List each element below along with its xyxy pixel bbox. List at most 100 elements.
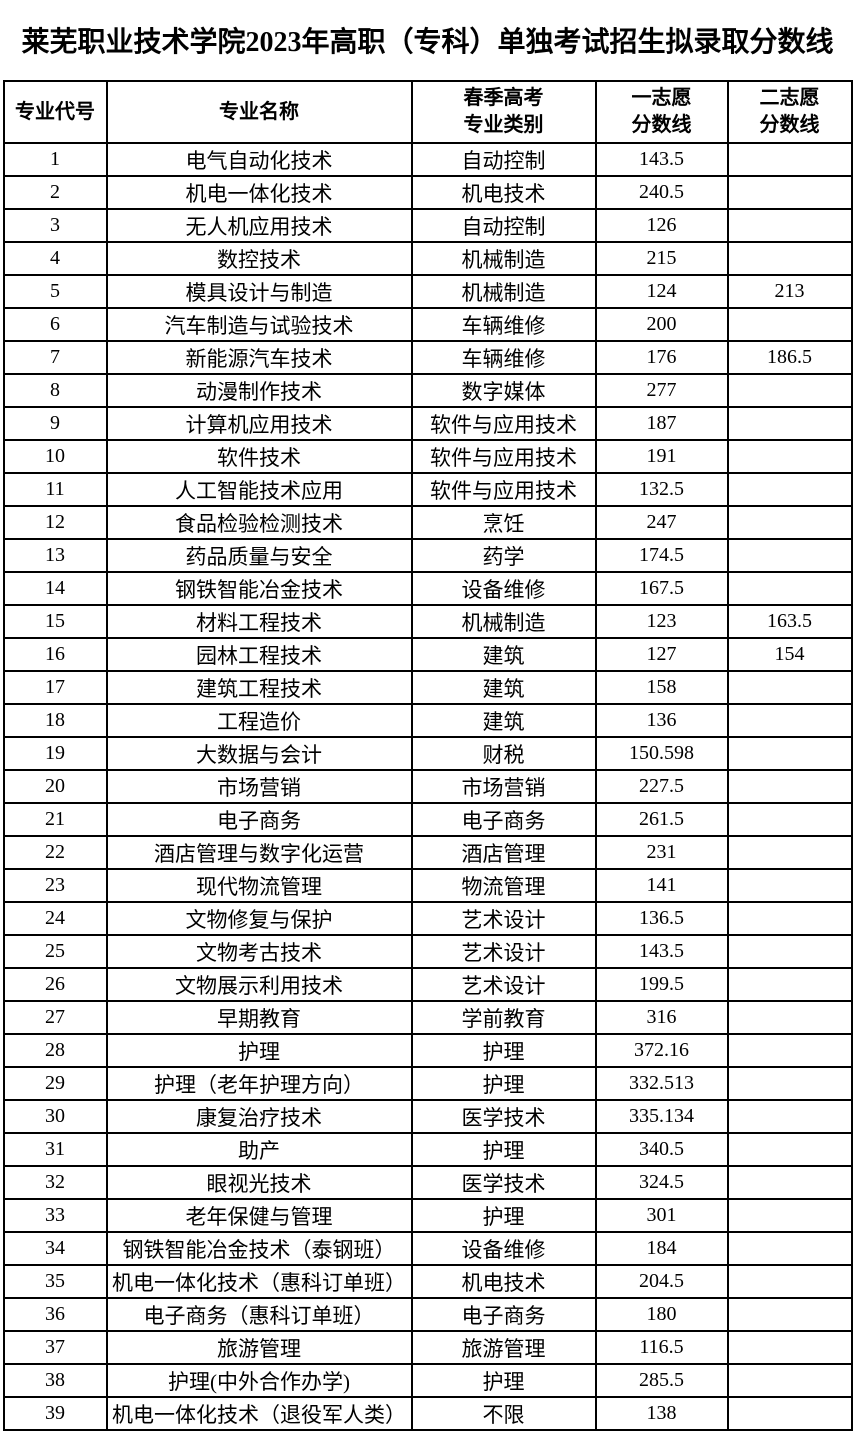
cell-major-name: 软件技术 bbox=[105, 439, 413, 474]
cell-second-choice-score bbox=[726, 1132, 853, 1167]
cell-major-name: 药品质量与安全 bbox=[105, 538, 413, 573]
cell-major-name: 新能源汽车技术 bbox=[105, 340, 413, 375]
cell-exam-category: 电子商务 bbox=[410, 1297, 597, 1332]
cell-exam-category: 软件与应用技术 bbox=[410, 472, 597, 507]
table-row: 35 机电一体化技术（惠科订单班） 机电技术 204.5 bbox=[2, 1264, 853, 1299]
cell-major-code: 35 bbox=[2, 1264, 108, 1299]
cell-exam-category: 护理 bbox=[410, 1132, 597, 1167]
cell-second-choice-score bbox=[726, 934, 853, 969]
table-row: 37 旅游管理 旅游管理 116.5 bbox=[2, 1330, 853, 1365]
cell-first-choice-score: 138 bbox=[594, 1396, 729, 1431]
cell-major-code: 20 bbox=[2, 769, 108, 804]
cell-second-choice-score bbox=[726, 1297, 853, 1332]
cell-exam-category: 机电技术 bbox=[410, 1264, 597, 1299]
table-row: 14 钢铁智能冶金技术 设备维修 167.5 bbox=[2, 571, 853, 606]
cell-first-choice-score: 187 bbox=[594, 406, 729, 441]
cell-exam-category: 医学技术 bbox=[410, 1099, 597, 1134]
table-row: 19 大数据与会计 财税 150.598 bbox=[2, 736, 853, 771]
table-row: 18 工程造价 建筑 136 bbox=[2, 703, 853, 738]
cell-major-name: 机电一体化技术 bbox=[105, 175, 413, 210]
table-header: 专业代号 专业名称 春季高考 专业类别 一志愿 分数线 二志愿 分数线 bbox=[2, 80, 853, 144]
cell-exam-category: 机械制造 bbox=[410, 604, 597, 639]
table-row: 24 文物修复与保护 艺术设计 136.5 bbox=[2, 901, 853, 936]
cell-major-code: 30 bbox=[2, 1099, 108, 1134]
cell-first-choice-score: 143.5 bbox=[594, 934, 729, 969]
cell-major-name: 护理(中外合作办学) bbox=[105, 1363, 413, 1398]
column-header-line: 专业名称 bbox=[219, 100, 299, 123]
cell-exam-category: 学前教育 bbox=[410, 1000, 597, 1035]
cell-first-choice-score: 200 bbox=[594, 307, 729, 342]
table-row: 20 市场营销 市场营销 227.5 bbox=[2, 769, 853, 804]
cell-major-name: 人工智能技术应用 bbox=[105, 472, 413, 507]
cell-second-choice-score: 213 bbox=[726, 274, 853, 309]
cell-second-choice-score bbox=[726, 736, 853, 771]
cell-major-code: 25 bbox=[2, 934, 108, 969]
cell-major-name: 现代物流管理 bbox=[105, 868, 413, 903]
cell-first-choice-score: 123 bbox=[594, 604, 729, 639]
column-header-first_choice: 一志愿 分数线 bbox=[594, 80, 729, 144]
table-row: 23 现代物流管理 物流管理 141 bbox=[2, 868, 853, 903]
cell-major-name: 园林工程技术 bbox=[105, 637, 413, 672]
cell-second-choice-score bbox=[726, 1396, 853, 1431]
cell-major-name: 机电一体化技术（惠科订单班） bbox=[105, 1264, 413, 1299]
cell-major-name: 大数据与会计 bbox=[105, 736, 413, 771]
cell-major-code: 37 bbox=[2, 1330, 108, 1365]
column-header-code: 专业代号 bbox=[2, 80, 108, 144]
cell-major-code: 14 bbox=[2, 571, 108, 606]
table-row: 25 文物考古技术 艺术设计 143.5 bbox=[2, 934, 853, 969]
cell-exam-category: 财税 bbox=[410, 736, 597, 771]
cell-major-code: 17 bbox=[2, 670, 108, 705]
cell-exam-category: 建筑 bbox=[410, 637, 597, 672]
cell-major-code: 9 bbox=[2, 406, 108, 441]
cell-first-choice-score: 231 bbox=[594, 835, 729, 870]
cell-major-name: 助产 bbox=[105, 1132, 413, 1167]
cell-second-choice-score bbox=[726, 439, 853, 474]
cell-second-choice-score bbox=[726, 1264, 853, 1299]
cell-exam-category: 护理 bbox=[410, 1363, 597, 1398]
cell-major-code: 15 bbox=[2, 604, 108, 639]
cell-first-choice-score: 136 bbox=[594, 703, 729, 738]
column-header-line: 一志愿 bbox=[631, 87, 692, 109]
cell-exam-category: 烹饪 bbox=[410, 505, 597, 540]
cell-exam-category: 机械制造 bbox=[410, 274, 597, 309]
cell-second-choice-score bbox=[726, 175, 853, 210]
table-row: 15 材料工程技术 机械制造 123 163.5 bbox=[2, 604, 853, 639]
cell-major-name: 文物考古技术 bbox=[105, 934, 413, 969]
cell-first-choice-score: 335.134 bbox=[594, 1099, 729, 1134]
table-row: 28 护理 护理 372.16 bbox=[2, 1033, 853, 1068]
cell-second-choice-score bbox=[726, 1000, 853, 1035]
cell-second-choice-score bbox=[726, 241, 853, 276]
cell-second-choice-score bbox=[726, 1099, 853, 1134]
cell-exam-category: 机械制造 bbox=[410, 241, 597, 276]
cell-major-name: 市场营销 bbox=[105, 769, 413, 804]
cell-major-name: 钢铁智能冶金技术 bbox=[105, 571, 413, 606]
cell-major-name: 机电一体化技术（退役军人类） bbox=[105, 1396, 413, 1431]
cell-second-choice-score bbox=[726, 802, 853, 837]
cell-first-choice-score: 285.5 bbox=[594, 1363, 729, 1398]
cell-major-code: 2 bbox=[2, 175, 108, 210]
cell-major-name: 康复治疗技术 bbox=[105, 1099, 413, 1134]
table-row: 27 早期教育 学前教育 316 bbox=[2, 1000, 853, 1035]
cell-exam-category: 医学技术 bbox=[410, 1165, 597, 1200]
cell-second-choice-score: 163.5 bbox=[726, 604, 853, 639]
cell-first-choice-score: 204.5 bbox=[594, 1264, 729, 1299]
cell-major-code: 34 bbox=[2, 1231, 108, 1266]
cell-exam-category: 软件与应用技术 bbox=[410, 439, 597, 474]
cell-major-code: 26 bbox=[2, 967, 108, 1002]
cell-major-code: 31 bbox=[2, 1132, 108, 1167]
cell-first-choice-score: 116.5 bbox=[594, 1330, 729, 1365]
table-row: 13 药品质量与安全 药学 174.5 bbox=[2, 538, 853, 573]
column-header-line: 专业类别 bbox=[463, 114, 544, 136]
cell-first-choice-score: 174.5 bbox=[594, 538, 729, 573]
cell-exam-category: 设备维修 bbox=[410, 571, 597, 606]
cell-major-code: 21 bbox=[2, 802, 108, 837]
table-row: 11 人工智能技术应用 软件与应用技术 132.5 bbox=[2, 472, 853, 507]
column-header-second_choice: 二志愿 分数线 bbox=[726, 80, 853, 144]
cell-first-choice-score: 316 bbox=[594, 1000, 729, 1035]
column-header-line: 分数线 bbox=[631, 114, 692, 136]
admission-score-table: 专业代号 专业名称 春季高考 专业类别 一志愿 分数线 二志愿 分数线 1 电气自动化技术 自动控… bbox=[2, 80, 853, 1431]
cell-second-choice-score bbox=[726, 505, 853, 540]
table-row: 8 动漫制作技术 数字媒体 277 bbox=[2, 373, 853, 408]
cell-first-choice-score: 372.16 bbox=[594, 1033, 729, 1068]
cell-exam-category: 建筑 bbox=[410, 670, 597, 705]
